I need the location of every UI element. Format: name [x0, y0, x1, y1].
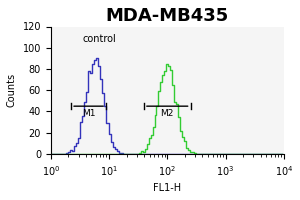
- Text: M1: M1: [82, 109, 95, 118]
- Text: control: control: [83, 34, 116, 44]
- X-axis label: FL1-H: FL1-H: [153, 183, 181, 193]
- Title: MDA-MB435: MDA-MB435: [106, 7, 229, 25]
- Text: M2: M2: [160, 109, 174, 118]
- Y-axis label: Counts: Counts: [7, 73, 17, 107]
